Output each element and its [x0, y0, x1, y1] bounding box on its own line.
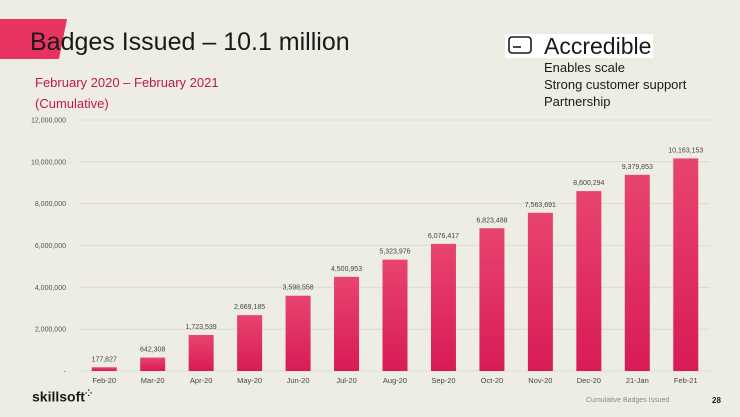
data-label: 8,600,294: [573, 180, 604, 187]
bar: [382, 259, 408, 371]
y-tick-label: -: [64, 369, 67, 376]
x-tick-label: Oct-20: [481, 376, 504, 385]
data-label: 9,379,853: [622, 164, 653, 171]
x-tick-label: Mar-20: [141, 376, 165, 385]
x-tick-label: Feb-21: [674, 376, 698, 385]
footer-caption: Cumulative Badges Issued: [586, 397, 670, 404]
data-label: 3,598,558: [282, 285, 313, 292]
x-tick-label: Feb-20: [92, 376, 116, 385]
data-label: 642,308: [140, 347, 165, 354]
bar: [188, 334, 214, 371]
brand-points-list: Enables scale Strong customer support Pa…: [544, 59, 686, 110]
brand-point: Partnership: [544, 94, 611, 109]
x-tick-label: Jul-20: [336, 376, 356, 385]
bar: [576, 191, 602, 371]
badge-card-icon: [508, 36, 532, 54]
x-tick-label: May-20: [237, 376, 262, 385]
data-label: 6,076,417: [428, 233, 459, 240]
x-tick-label: Dec-20: [577, 376, 601, 385]
y-tick-label: 12,000,000: [31, 118, 66, 125]
brand-point: Enables scale: [544, 60, 625, 75]
data-label: 1,723,539: [186, 324, 217, 331]
bar: [140, 357, 166, 371]
bar: [237, 315, 263, 371]
subtitle-date-range: February 2020 – February 2021: [35, 75, 219, 90]
bar: [673, 158, 699, 371]
data-label: 4,500,953: [331, 266, 362, 273]
skillsoft-logo: skillsoft⁘: [32, 388, 93, 405]
x-tick-label: Nov-20: [528, 376, 552, 385]
bar: [285, 295, 311, 371]
x-tick-label: Apr-20: [190, 376, 213, 385]
subtitle-cumulative: (Cumulative): [35, 96, 109, 111]
y-tick-label: 4,000,000: [35, 285, 66, 292]
x-tick-label: Sep-20: [431, 376, 455, 385]
bar: [624, 174, 650, 371]
data-label: 10,163,153: [668, 147, 703, 154]
data-label: 2,669,185: [234, 304, 265, 311]
bar: [527, 212, 553, 371]
bar: [91, 367, 117, 371]
page-title: Badges Issued – 10.1 million: [30, 28, 350, 56]
data-label: 6,823,488: [476, 217, 507, 224]
title-accent-bar: [0, 19, 67, 59]
x-tick-label: Jun-20: [287, 376, 310, 385]
data-label: 177,827: [92, 356, 117, 363]
y-tick-label: 10,000,000: [31, 159, 66, 166]
y-tick-label: 8,000,000: [35, 201, 66, 208]
page-number: 28: [712, 396, 721, 405]
brand-point: Strong customer support: [544, 77, 687, 92]
x-tick-label: 21-Jan: [626, 376, 649, 385]
data-label: 5,323,976: [379, 249, 410, 256]
data-label: 7,563,691: [525, 202, 556, 209]
y-tick-label: 6,000,000: [35, 243, 66, 250]
bar: [334, 276, 360, 371]
brand-name: Accredible: [544, 33, 652, 59]
x-tick-label: Aug-20: [383, 376, 407, 385]
bar: [430, 243, 456, 371]
y-tick-label: 2,000,000: [35, 327, 66, 334]
bar: [479, 228, 505, 371]
